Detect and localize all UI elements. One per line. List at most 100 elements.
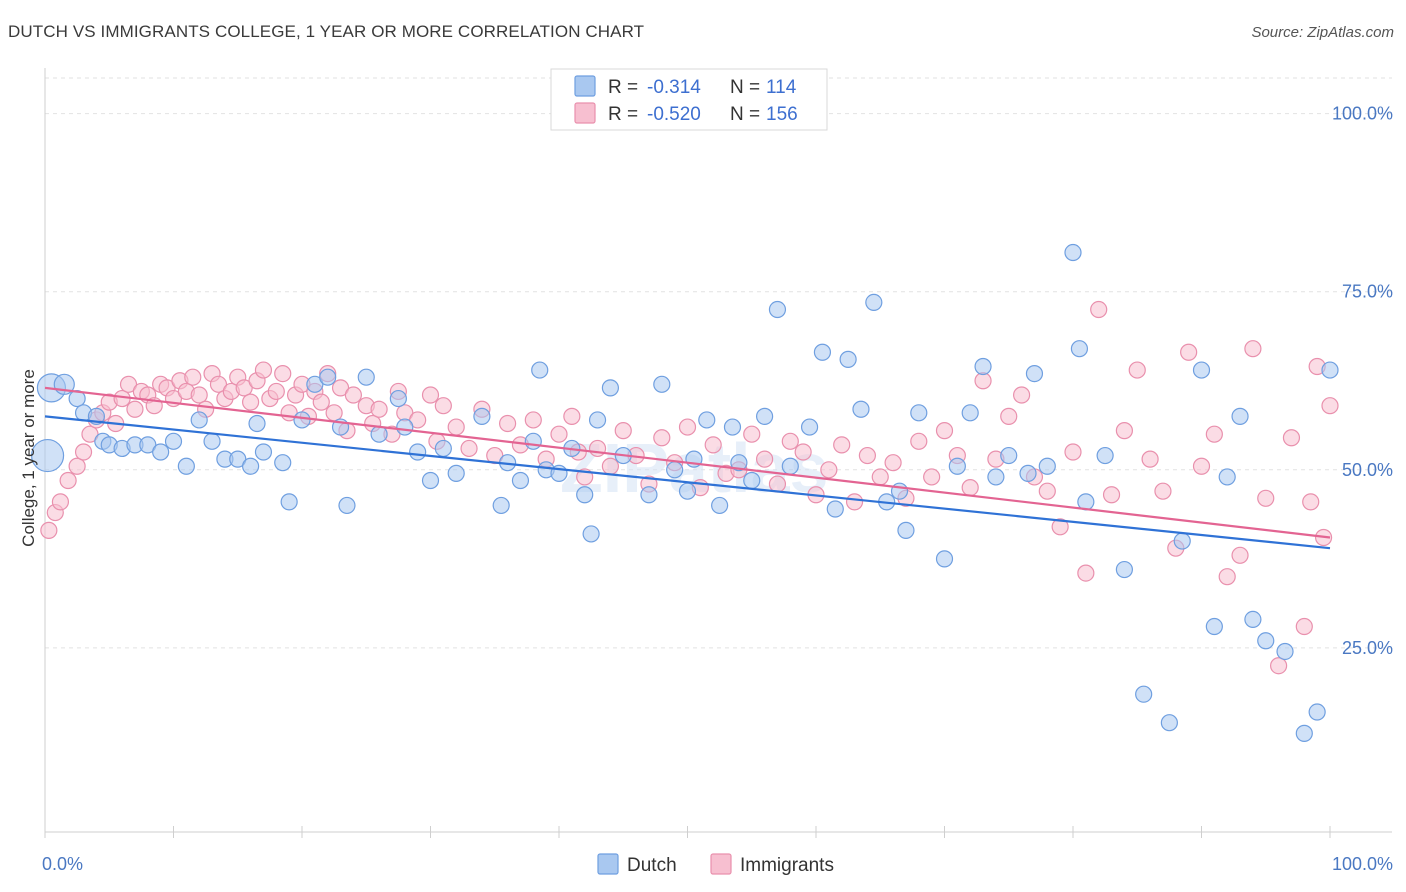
immigrants-point xyxy=(833,436,851,454)
immigrants-point xyxy=(781,432,799,450)
immigrants-point xyxy=(190,386,208,404)
immigrants-point xyxy=(910,432,928,450)
immigrants-point xyxy=(447,418,465,436)
dutch-point xyxy=(1231,407,1249,425)
immigrants-point xyxy=(184,368,202,386)
immigrants-point xyxy=(935,422,954,440)
legend-box xyxy=(550,68,828,131)
dutch-point xyxy=(698,411,716,429)
immigrants-point xyxy=(858,446,877,465)
dutch-point xyxy=(409,443,427,461)
legend-r-value: -0.314 xyxy=(647,77,701,98)
dutch-point xyxy=(274,454,292,472)
dutch-point xyxy=(511,471,530,490)
dutch-point xyxy=(800,418,819,436)
y-tick-label: 100.0% xyxy=(1332,104,1393,124)
dutch-point xyxy=(961,404,979,422)
immigrants-point xyxy=(51,493,70,511)
grid-lines xyxy=(45,77,1392,649)
immigrants-point xyxy=(1012,386,1031,404)
dutch-point xyxy=(730,454,748,472)
dutch-point xyxy=(293,411,311,429)
dutch-point xyxy=(152,443,170,461)
immigrants-point xyxy=(209,375,228,393)
immigrants-point xyxy=(1295,617,1313,636)
dutch-point xyxy=(839,350,857,368)
dutch-point xyxy=(768,300,787,319)
dutch-point xyxy=(910,404,928,422)
dutch-point xyxy=(588,411,607,429)
dutch-point xyxy=(357,368,375,386)
immigrants-point xyxy=(1077,564,1095,582)
immigrants-point xyxy=(1231,546,1249,564)
immigrants-point xyxy=(421,386,440,404)
dutch-point xyxy=(640,486,658,504)
immigrants-point xyxy=(820,461,838,479)
dutch-point xyxy=(813,343,832,361)
immigrants-point xyxy=(1218,568,1236,586)
immigrants-point xyxy=(1282,429,1301,447)
imm-bottom-legend-swatch xyxy=(710,853,732,875)
immigrants-point xyxy=(1257,489,1275,507)
legend-n-label: N = xyxy=(730,104,760,125)
immigrants-point xyxy=(499,414,517,433)
dutch-point xyxy=(601,379,620,397)
y-tick-label: 75.0% xyxy=(1342,282,1393,302)
dutch-point xyxy=(306,375,324,393)
immigrants-point xyxy=(974,372,992,390)
dutch-point xyxy=(1019,464,1037,482)
dutch-point xyxy=(338,496,356,515)
dutch-point xyxy=(396,418,414,436)
dutch-point xyxy=(1257,632,1275,650)
immigrants-point xyxy=(254,361,273,379)
immigrants-point xyxy=(1269,657,1288,675)
dutch-point xyxy=(319,368,337,386)
x-tick-label: 100.0% xyxy=(1332,854,1393,874)
immigrants-point xyxy=(274,365,292,383)
immigrants-point xyxy=(1302,493,1320,511)
dutch-point xyxy=(576,486,594,504)
immigrants-point xyxy=(409,411,427,429)
dutch-point xyxy=(582,525,600,543)
dutch-point xyxy=(139,436,157,454)
immigrants-point xyxy=(242,393,260,411)
trend-lines xyxy=(44,386,1331,550)
immigrants-point xyxy=(1038,482,1056,500)
dutch-point xyxy=(852,400,870,418)
immigrants-point xyxy=(653,429,671,447)
dutch-point xyxy=(1321,361,1339,379)
y-tick-label: 50.0% xyxy=(1342,460,1393,480)
dutch-point xyxy=(164,432,183,450)
immigrants-point xyxy=(81,425,99,443)
immigrants-point xyxy=(434,397,452,415)
legend-n-label: N = xyxy=(730,77,760,98)
immigrants-point xyxy=(370,400,388,418)
dutch-point xyxy=(389,389,407,408)
immigrants-point xyxy=(1141,450,1159,468)
immigrants-point xyxy=(59,471,77,490)
chart-title: DUTCH VS IMMIGRANTS COLLEGE, 1 YEAR OR M… xyxy=(8,22,645,41)
immigrants-point xyxy=(126,400,144,418)
immigrants-point xyxy=(1180,343,1198,361)
dutch-point xyxy=(1295,724,1313,742)
immigrants-point xyxy=(884,454,902,472)
immigrants-point xyxy=(704,436,722,454)
dutch-point xyxy=(653,375,671,393)
dutch-point xyxy=(434,439,452,458)
dutch-point xyxy=(248,414,266,433)
bottom-legend: Dutch Immigrants xyxy=(597,853,834,876)
immigrants-point xyxy=(460,439,478,458)
immigrants-trend-line xyxy=(44,386,1331,539)
dutch-point xyxy=(524,432,542,450)
dutch-point xyxy=(1276,642,1294,661)
immigrants-point xyxy=(331,379,350,397)
dutch-point xyxy=(987,468,1005,486)
dutch-point xyxy=(1064,243,1082,262)
dutch-point xyxy=(723,418,742,436)
legend-r-label: R = xyxy=(608,77,638,98)
immigrants-point xyxy=(755,450,774,468)
immigrants-point xyxy=(524,411,542,429)
dutch-point xyxy=(826,500,844,518)
immigrants-point xyxy=(1064,443,1082,461)
